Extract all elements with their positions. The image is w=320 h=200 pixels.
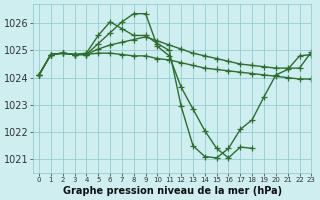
- X-axis label: Graphe pression niveau de la mer (hPa): Graphe pression niveau de la mer (hPa): [63, 186, 282, 196]
